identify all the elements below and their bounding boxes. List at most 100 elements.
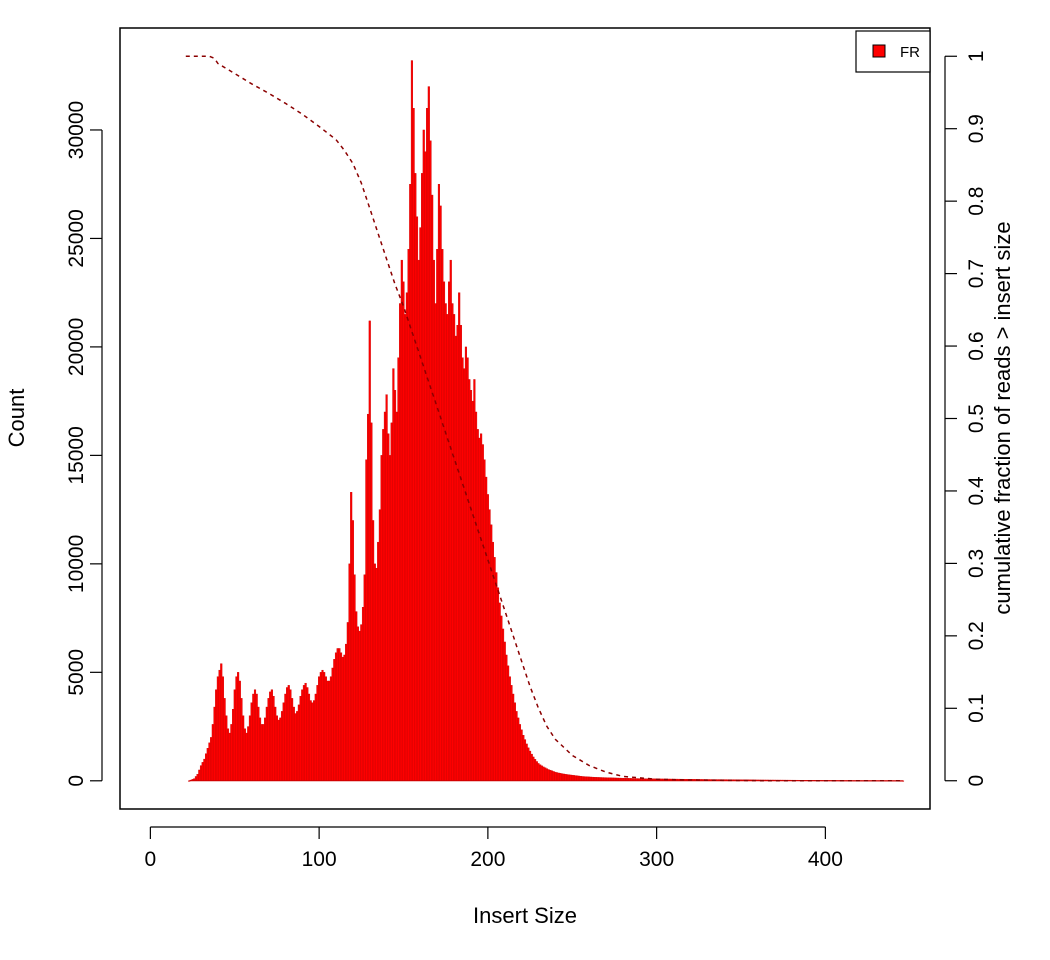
histogram-bar — [388, 455, 392, 782]
histogram-bar — [297, 704, 300, 781]
histogram-bar — [532, 756, 535, 781]
histogram-bar — [397, 357, 400, 782]
histogram-bar — [296, 711, 299, 782]
histogram-bar — [571, 774, 574, 781]
y-tick-label: 30000 — [65, 101, 88, 159]
histogram-bar — [269, 691, 272, 781]
histogram-bar — [456, 325, 459, 781]
histogram-bar — [534, 759, 537, 782]
histogram-bar — [378, 509, 381, 781]
histogram-bar — [588, 776, 591, 781]
histogram-bar — [228, 732, 231, 782]
histogram-bar — [475, 411, 478, 781]
histogram-bar — [280, 711, 284, 782]
x-tick-label: 300 — [639, 848, 674, 871]
histogram-bar — [243, 728, 246, 781]
histogram-bar — [583, 776, 586, 782]
histogram-bar — [444, 303, 447, 781]
histogram-bar — [454, 335, 457, 781]
histogram-bar — [334, 652, 338, 781]
histogram-bar — [275, 715, 278, 781]
histogram-bar — [326, 680, 329, 781]
histogram-bar — [368, 320, 371, 782]
histogram-bar — [210, 737, 213, 781]
histogram-bar — [557, 772, 560, 781]
histogram-bar — [199, 765, 203, 781]
histogram-bar — [274, 706, 277, 781]
histogram-bar — [493, 557, 496, 781]
histogram-bar — [544, 767, 547, 782]
histogram-bar — [253, 689, 257, 781]
y2-tick-label: 0.4 — [965, 476, 988, 506]
histogram-bar — [446, 314, 449, 781]
histogram-bar — [375, 567, 378, 782]
histogram-bar — [282, 702, 285, 782]
histogram-bar — [464, 346, 467, 782]
histogram-bar — [556, 772, 559, 781]
histogram-bar — [390, 422, 393, 781]
histogram-bar — [441, 249, 444, 781]
histogram-bar — [569, 774, 572, 782]
histogram-bar — [345, 643, 348, 781]
histogram-bar — [270, 689, 273, 781]
histogram-bar — [394, 390, 397, 781]
y2-tick-label: 0 — [965, 775, 988, 787]
histogram-bar — [539, 764, 542, 781]
histogram-bar — [415, 216, 419, 782]
histogram-bar — [245, 732, 248, 782]
histogram-bar — [410, 60, 413, 782]
histogram-bar — [594, 777, 597, 782]
histogram-bar — [287, 685, 290, 782]
histogram-bar — [223, 698, 226, 781]
histogram-bar — [483, 459, 486, 781]
histogram-bar — [294, 713, 297, 781]
y2-tick-label: 0.5 — [965, 404, 988, 433]
histogram-bar — [363, 574, 366, 782]
histogram-bar — [405, 292, 408, 782]
histogram-bar — [316, 685, 319, 782]
x-tick-label: 100 — [302, 848, 337, 871]
histogram-bar — [324, 676, 327, 781]
histogram-bar — [437, 183, 440, 781]
histogram-bar — [512, 693, 515, 782]
histogram-bar — [478, 437, 481, 781]
legend-box — [855, 30, 931, 73]
histogram-bar — [240, 698, 243, 781]
histogram-bar — [309, 700, 312, 782]
histogram-bar — [205, 753, 208, 781]
y-axis-right: 0 0.1 0.2 0.3 0.4 0.5 0.6 0.7 0.8 0.9 1 — [944, 50, 988, 787]
histogram-bar — [485, 476, 488, 781]
y2-tick-label: 0.3 — [965, 549, 988, 578]
histogram-bar — [424, 151, 427, 782]
histogram-bar — [542, 766, 545, 781]
histogram-bar — [466, 357, 469, 782]
histogram-bar — [301, 689, 304, 781]
histogram-bar — [356, 626, 359, 782]
histogram-bar — [373, 563, 376, 781]
histogram-bar — [449, 259, 452, 781]
histogram-bar — [380, 455, 383, 782]
histogram-bar — [419, 227, 422, 782]
histogram-bar — [426, 108, 429, 782]
histogram-bar — [508, 676, 511, 781]
histogram-bar — [530, 753, 533, 781]
histogram-bar — [272, 695, 275, 782]
histogram-bar — [598, 777, 601, 781]
histogram-bar — [525, 743, 528, 781]
histogram-bar — [527, 747, 530, 782]
y2-tick-label: 0.7 — [965, 259, 988, 288]
y2-tick-label: 0.2 — [965, 621, 988, 650]
histogram-bar — [382, 429, 385, 782]
histogram-bar — [302, 685, 305, 782]
legend-entry-fr: FR — [900, 44, 920, 61]
histogram-bar — [343, 654, 346, 781]
histogram-bar — [220, 663, 223, 782]
histogram-bar — [523, 739, 527, 782]
histogram-bar — [432, 259, 435, 781]
histogram-bar — [513, 702, 516, 782]
histogram-bar — [355, 611, 358, 782]
histogram-bar — [260, 724, 263, 782]
histogram-bar — [233, 689, 236, 781]
histogram-bar — [252, 693, 255, 782]
